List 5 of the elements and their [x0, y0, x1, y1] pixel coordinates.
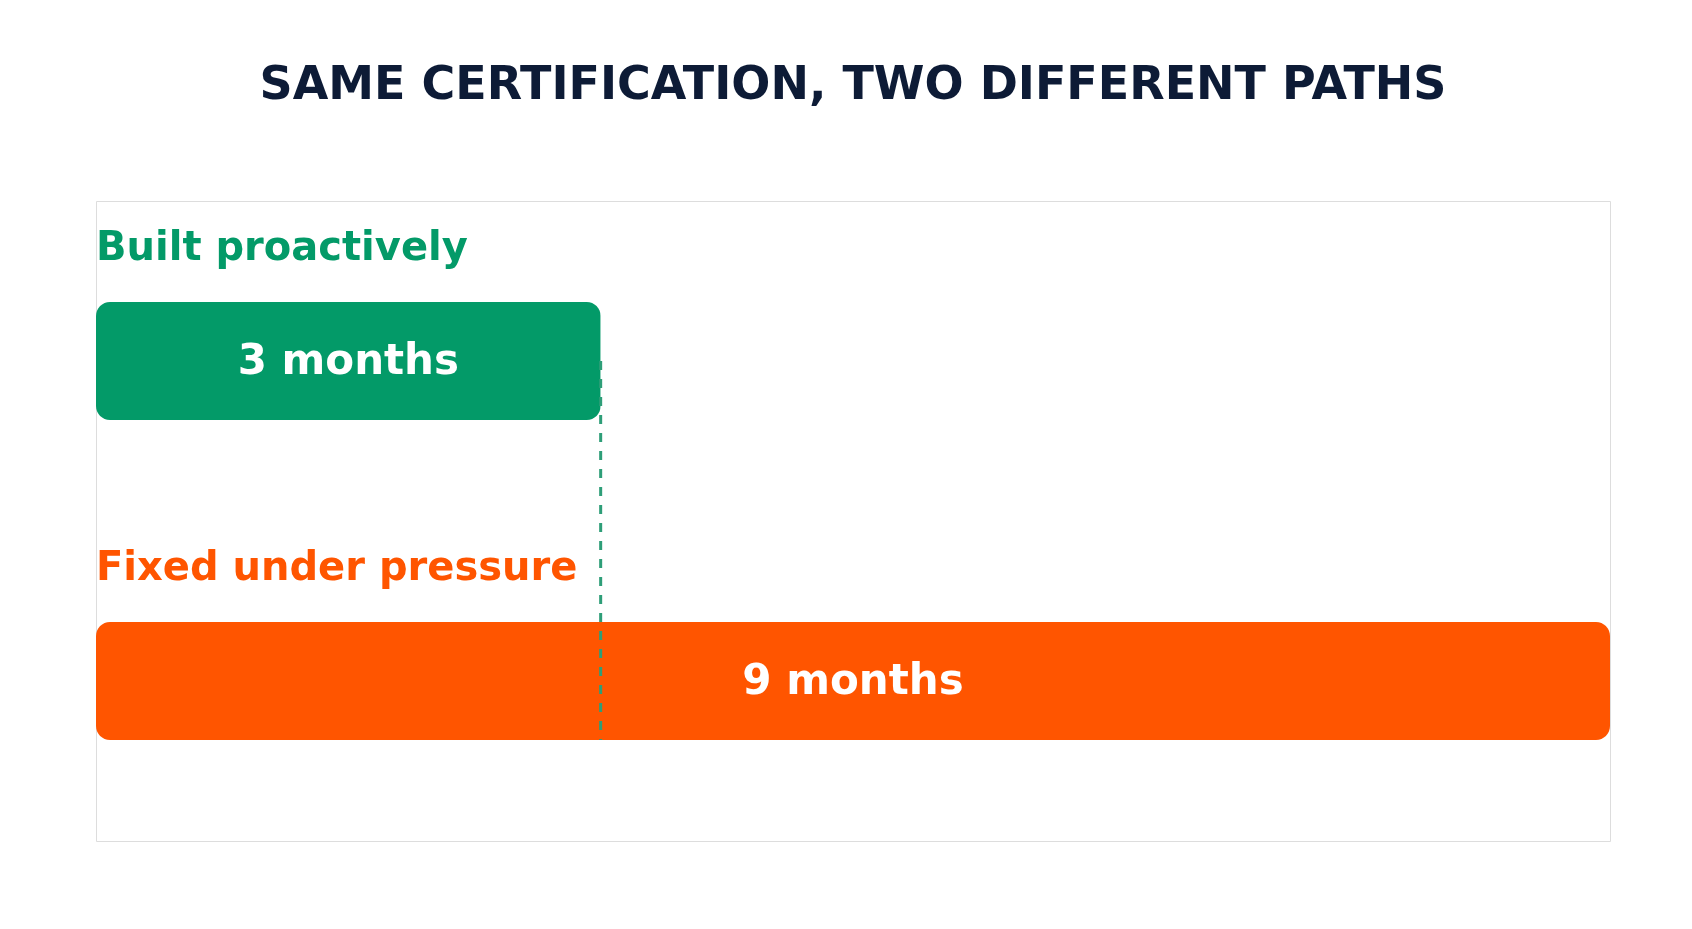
y-tick-label: Built proactively: [96, 223, 468, 269]
data-label: 3 months: [237, 335, 460, 384]
y-tick-label: Fixed under pressure: [96, 543, 578, 589]
chart-title: SAME CERTIFICATION, TWO DIFFERENT PATHS: [259, 56, 1447, 110]
data-label: 9 months: [742, 655, 964, 704]
